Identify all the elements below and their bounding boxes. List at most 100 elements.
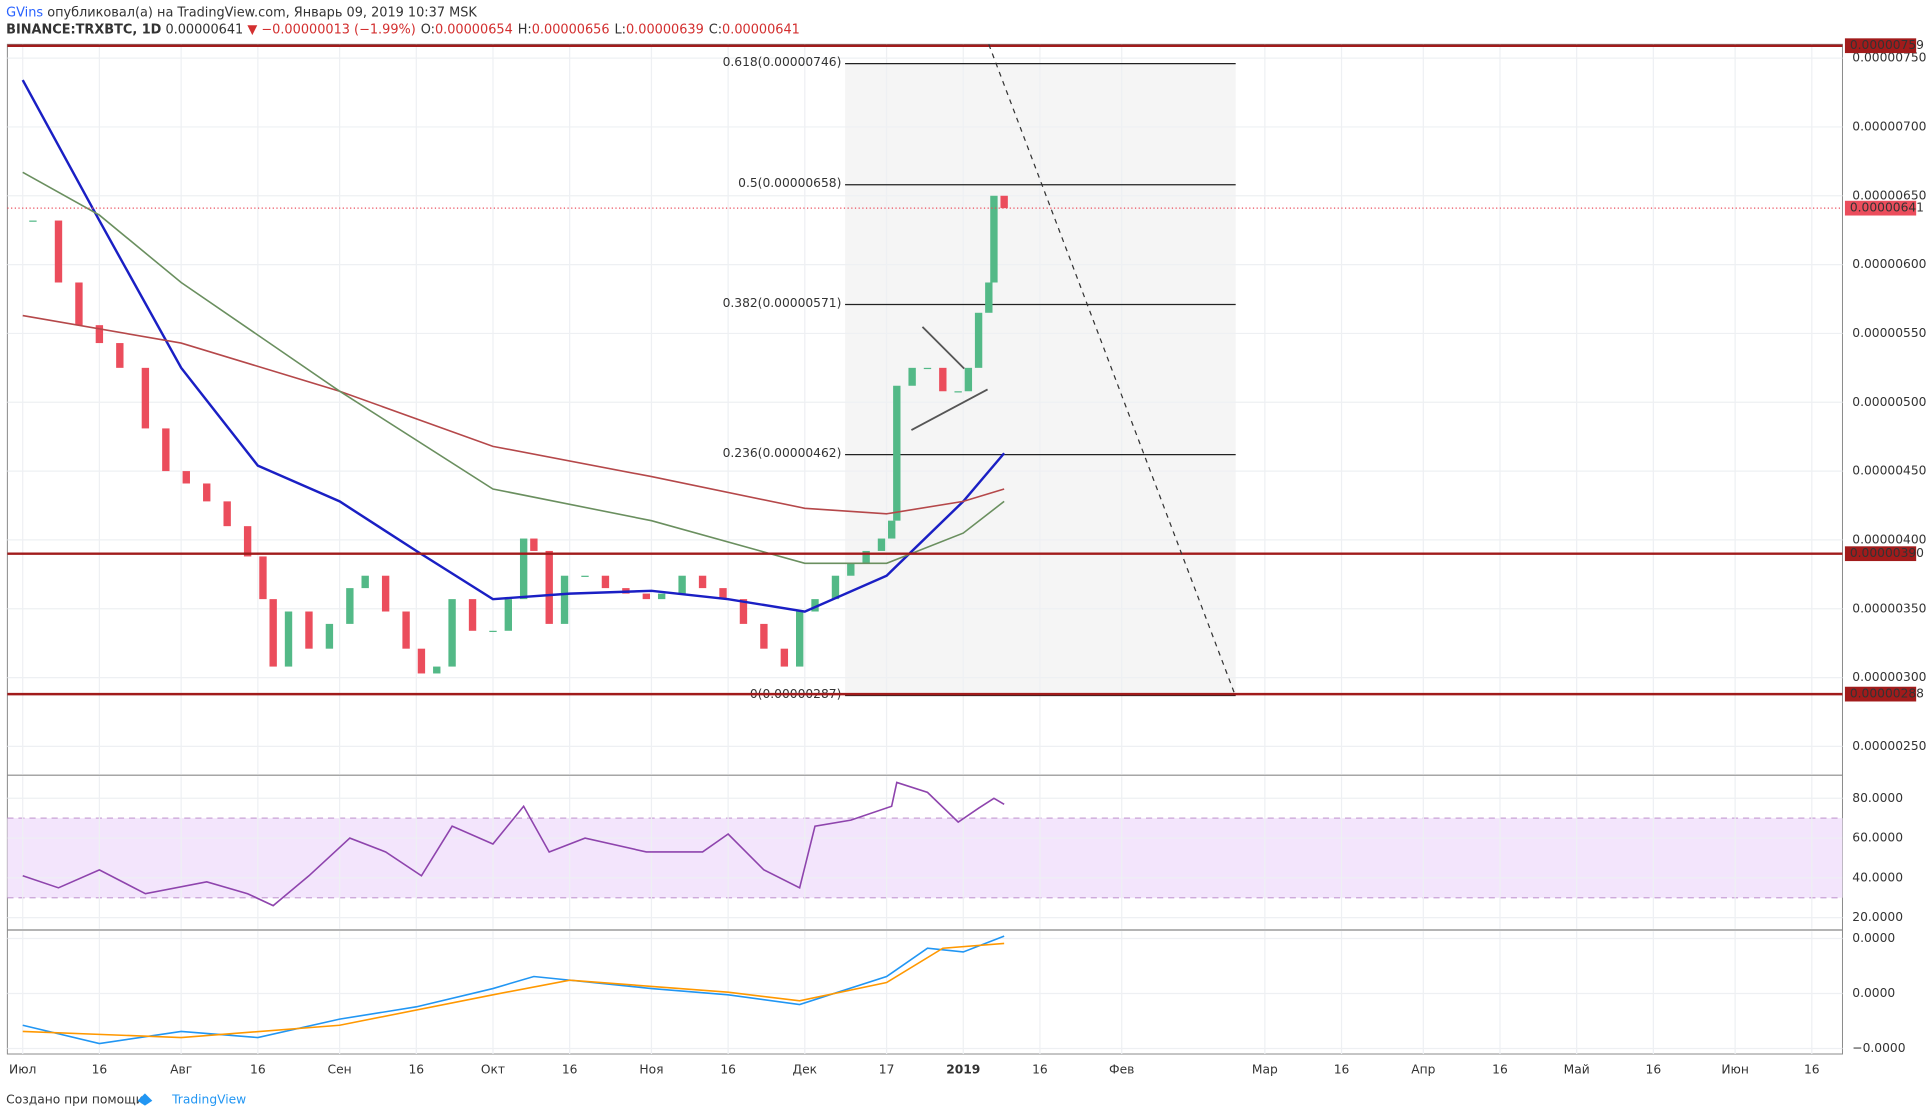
candle (811, 599, 819, 612)
candle (29, 220, 37, 222)
level-label: 0.00000288 (1850, 687, 1924, 701)
ohlc-key: O: (421, 22, 435, 37)
fib-label: 0.618(0.00000746) (723, 55, 842, 69)
x-tick-label: 16 (562, 1062, 578, 1076)
candle (116, 343, 124, 368)
candle (990, 195, 998, 283)
candle (974, 312, 983, 368)
candle (489, 630, 497, 633)
candle (468, 599, 477, 631)
y-tick-label: 0.00000450 (1852, 464, 1926, 478)
candle (243, 526, 252, 557)
x-tick-label: Дек (793, 1062, 818, 1076)
candle (964, 367, 973, 392)
candle (601, 575, 610, 589)
candle (657, 593, 666, 600)
background-layer (7, 63, 1843, 899)
rsi-band (7, 818, 1843, 898)
candle (760, 623, 768, 649)
candle (54, 220, 63, 283)
ohlc-value: 0.00000639 (626, 22, 704, 37)
candle (182, 471, 190, 484)
x-tick-label: Июл (9, 1062, 36, 1076)
published: опубликовал(а) на TradingView.com, Январ… (47, 5, 477, 20)
x-tick-label: Окт (481, 1062, 505, 1076)
footer: Создано при помощи TradingView (6, 1092, 246, 1106)
brand[interactable]: TradingView (171, 1092, 246, 1106)
x-tick-label: Мар (1252, 1062, 1278, 1076)
footer-text: Создано при помощи (6, 1092, 144, 1106)
y-tick-label: 80.0000 (1852, 791, 1903, 805)
x-tick-label: 16 (720, 1062, 736, 1076)
overlay-layer (910, 44, 1237, 697)
fib-label: 0.382(0.00000571) (723, 296, 842, 310)
x-tick-label: 16 (1492, 1062, 1508, 1076)
candle (560, 575, 569, 624)
last-price-tag (1844, 200, 1917, 216)
candle (847, 563, 855, 576)
candle (985, 282, 993, 313)
trend-line (988, 44, 1237, 697)
candle (923, 367, 932, 370)
x-tick-label: Апр (1411, 1062, 1435, 1076)
candle (908, 367, 916, 386)
pane-frame (6, 43, 1843, 1055)
candle (719, 588, 727, 600)
candle (361, 575, 369, 589)
triangle-line (921, 326, 965, 370)
y-tick-label: 0.00000600 (1852, 257, 1926, 271)
x-tick-label: 16 (409, 1062, 425, 1076)
candle (893, 385, 901, 521)
candle (223, 501, 231, 527)
y-tick-label: 0.00000550 (1852, 326, 1926, 340)
candle (417, 648, 426, 674)
ohlc-key: L: (614, 22, 626, 37)
candle (530, 538, 538, 551)
candle (402, 611, 410, 649)
candle (698, 575, 707, 589)
candle (1000, 195, 1008, 209)
author[interactable]: GVins (6, 5, 43, 20)
y-tick-label: 0.0000 (1852, 986, 1895, 1000)
candle (162, 428, 170, 472)
series-line (22, 942, 1005, 1039)
symbol: BINANCE:TRXBTC, 1D (6, 22, 162, 37)
grid-layer: Июл 16 Авг 16 Сен 16 Окт 16 Ноя 16 Дек 17 2019 16 Фев М… (7, 44, 1926, 1076)
candle (269, 599, 277, 667)
candle (831, 575, 840, 600)
candle (448, 599, 456, 667)
level-tag (1844, 546, 1917, 562)
ohlc-value: 0.00000656 (532, 22, 610, 37)
candle (519, 538, 528, 600)
series-line (22, 171, 1005, 565)
y-tick-label: 40.0000 (1852, 870, 1903, 884)
x-tick-label: 16 (1804, 1062, 1820, 1076)
candle (939, 367, 947, 392)
header-line-2: BINANCE:TRXBTC, 1D 0.00000641 ▼ −0.00000… (6, 22, 800, 37)
candle (504, 599, 513, 631)
candle (581, 575, 589, 577)
x-tick-label: 16 (92, 1062, 108, 1076)
x-tick-label: 16 (1646, 1062, 1662, 1076)
arrow: ▼ (247, 22, 257, 37)
y-tick-label: 0.00000350 (1852, 601, 1926, 615)
fib-label: 0.236(0.00000462) (723, 446, 842, 460)
x-tick-label: Май (1564, 1062, 1590, 1076)
level-tag (1844, 686, 1917, 702)
series-line (22, 781, 1005, 907)
x-tick-label: 16 (250, 1062, 266, 1076)
data-layer: 0.618(0.00000746) 0.5(0.00000658) 0.382(0.… (7, 38, 1924, 1045)
candle (381, 575, 390, 612)
x-tick-label: 16 (1032, 1062, 1048, 1076)
candle (75, 282, 83, 326)
y-tick-label: 20.0000 (1852, 910, 1903, 924)
x-tick-label: Ноя (639, 1062, 663, 1076)
y-tick-label: 0.00000400 (1852, 532, 1926, 546)
candle (954, 391, 962, 393)
x-tick-label: 17 (879, 1062, 895, 1076)
level-label: 0.00000759 (1850, 38, 1924, 52)
candle (780, 648, 789, 667)
series-line (22, 935, 1005, 1045)
